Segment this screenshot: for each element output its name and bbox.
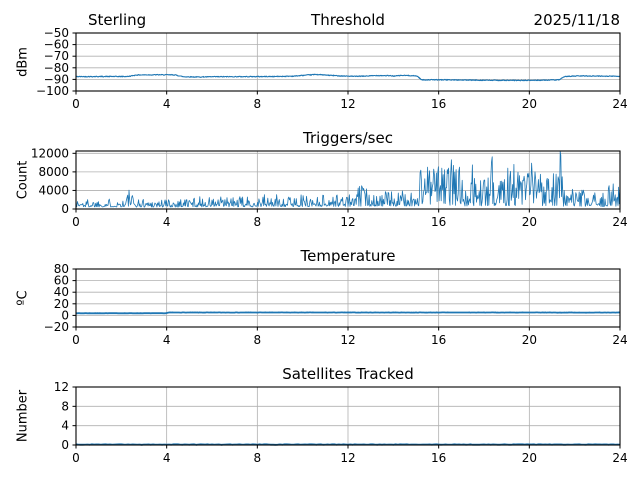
x-tick-label: 24 — [612, 97, 627, 111]
data-series-line — [76, 311, 621, 315]
y-tick-label: 0 — [61, 438, 69, 452]
y-tick-label: 8 — [61, 399, 69, 413]
y-tick-label: 80 — [54, 262, 69, 276]
y-axis-label-degc: ºC — [15, 290, 31, 306]
x-tick-label: 4 — [163, 333, 171, 347]
x-tick-label: 24 — [612, 333, 627, 347]
x-tick-label: 4 — [163, 97, 171, 111]
x-tick-label: 16 — [431, 451, 446, 465]
x-tick-label: 20 — [522, 97, 537, 111]
x-tick-label: 20 — [522, 333, 537, 347]
chart-title-triggers: Triggers/sec — [303, 129, 393, 147]
x-tick-label: 12 — [340, 333, 355, 347]
data-series-line — [76, 151, 621, 208]
date-label: 2025/11/18 — [533, 11, 620, 29]
x-tick-label: 8 — [254, 451, 262, 465]
y-tick-label: 20 — [54, 297, 69, 311]
x-tick-label: 20 — [522, 451, 537, 465]
y-tick-label: −100 — [36, 84, 69, 98]
x-tick-label: 4 — [163, 451, 171, 465]
satellites-plot-canvas: 0 4 8 12 16 20 24 0 4 8 12 — [54, 380, 628, 465]
x-tick-label: 24 — [612, 215, 627, 229]
chart-title-satellites: Satellites Tracked — [282, 365, 414, 383]
y-axis-label-dbm: dBm — [15, 47, 31, 77]
x-tick-label: 8 — [254, 215, 262, 229]
station-name-label: Sterling — [88, 11, 147, 29]
data-series-line — [75, 73, 621, 82]
y-tick-label: 4000 — [38, 183, 69, 197]
chart-title-threshold: Threshold — [311, 11, 385, 29]
chart-row-temperature: 0 4 8 12 16 20 24 −20 0 20 40 60 80 Temperature ºC — [0, 236, 640, 354]
y-tick-label: 12000 — [31, 146, 69, 160]
threshold-plot-canvas: 0 4 8 12 16 20 24 −100−90−80−70−60−50 — [36, 26, 628, 111]
x-tick-label: 0 — [72, 333, 80, 347]
y-tick-label: −50 — [44, 26, 69, 40]
y-tick-label: −90 — [44, 72, 69, 86]
x-tick-label: 16 — [431, 97, 446, 111]
chart-row-triggers: 0 4 8 12 16 20 24 0 4000 8000 12000 Triggers/sec C… — [0, 118, 640, 236]
x-tick-label: 8 — [254, 333, 262, 347]
y-tick-label: −20 — [44, 320, 69, 334]
y-tick-label: 0 — [61, 308, 69, 322]
x-tick-label: 12 — [340, 97, 355, 111]
x-tick-label: 0 — [72, 451, 80, 465]
x-tick-label: 12 — [340, 451, 355, 465]
y-tick-label: −70 — [44, 49, 69, 63]
x-tick-label: 12 — [340, 215, 355, 229]
y-tick-label: 60 — [54, 274, 69, 288]
y-tick-label: 12 — [54, 380, 69, 394]
y-axis-label-number: Number — [15, 389, 31, 443]
y-tick-label: 0 — [61, 202, 69, 216]
x-tick-label: 20 — [522, 215, 537, 229]
x-tick-label: 0 — [72, 97, 80, 111]
y-tick-label: 40 — [54, 285, 69, 299]
triggers-plot-canvas: 0 4 8 12 16 20 24 0 4000 8000 12000 — [31, 146, 628, 229]
chart-row-threshold: 0 4 8 12 16 20 24 −100 −90 −80 −70 −60 −50 Sterling … — [0, 0, 640, 118]
y-tick-label: −60 — [44, 38, 69, 52]
x-tick-label: 16 — [431, 215, 446, 229]
x-tick-label: 0 — [72, 215, 80, 229]
y-tick-label: −80 — [44, 61, 69, 75]
chart-title-temperature: Temperature — [300, 247, 396, 265]
y-axis-label-count: Count — [15, 160, 31, 200]
x-tick-label: 8 — [254, 97, 262, 111]
x-tick-label: 24 — [612, 451, 627, 465]
x-tick-label: 16 — [431, 333, 446, 347]
x-tick-label: 4 — [163, 215, 171, 229]
chart-row-satellites: 0 4 8 12 16 20 24 0 4 8 12 Satellites Tracked Numb… — [0, 354, 640, 480]
y-tick-label: 4 — [61, 419, 69, 433]
y-tick-label: 8000 — [38, 165, 69, 179]
